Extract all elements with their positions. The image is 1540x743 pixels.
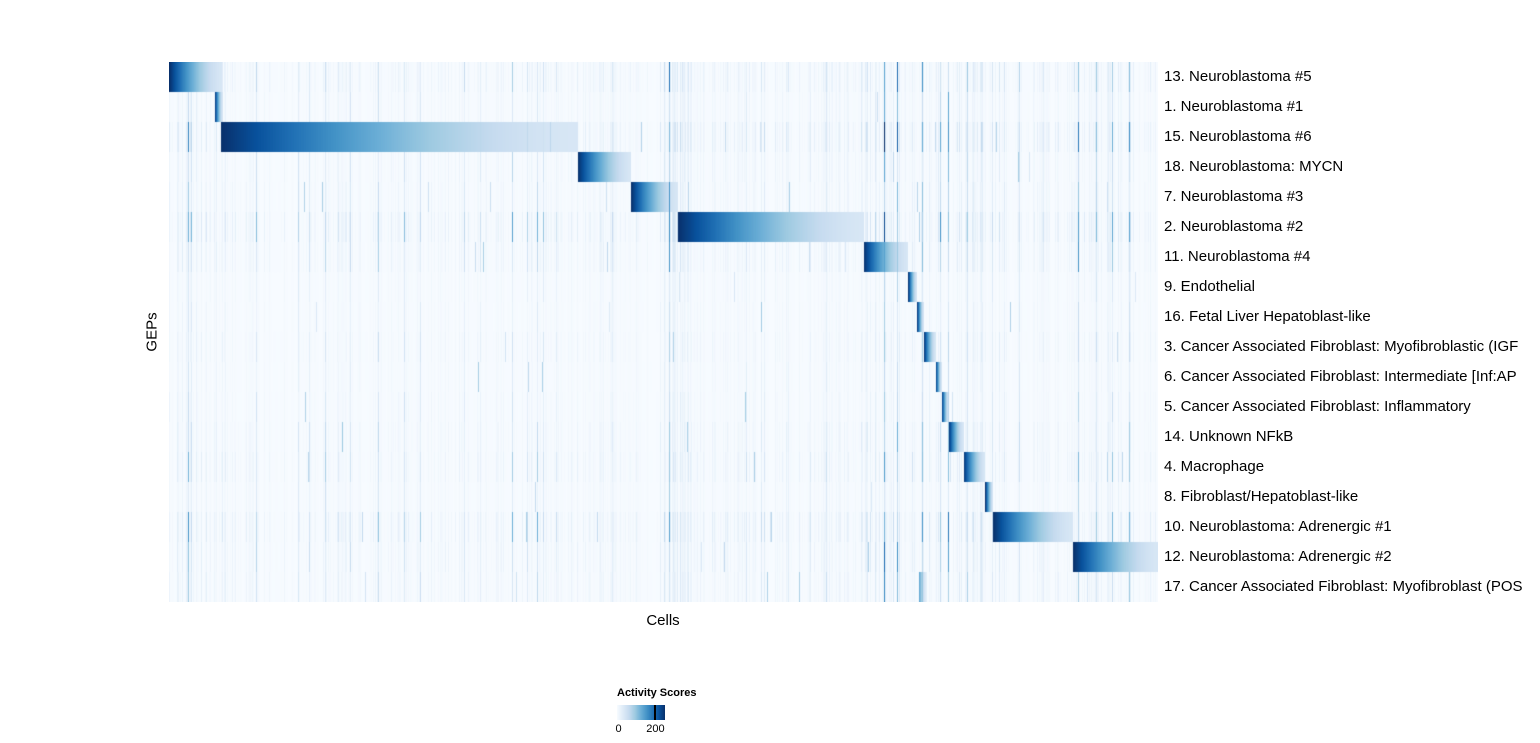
row-label: 11. Neuroblastoma #4	[1164, 248, 1311, 265]
row-label: 6. Cancer Associated Fibroblast: Interme…	[1164, 368, 1517, 385]
heatmap-canvas	[169, 62, 1158, 602]
row-label: 12. Neuroblastoma: Adrenergic #2	[1164, 548, 1392, 565]
y-axis-label: GEPs	[143, 312, 161, 352]
legend-colorbar	[617, 705, 665, 720]
row-label: 10. Neuroblastoma: Adrenergic #1	[1164, 518, 1392, 535]
row-label: 3. Cancer Associated Fibroblast: Myofibr…	[1164, 338, 1519, 355]
row-label: 14. Unknown NFkB	[1164, 428, 1294, 445]
row-labels: 13. Neuroblastoma #5 1. Neuroblastoma #1 1…	[1164, 62, 1540, 602]
row-label: 2. Neuroblastoma #2	[1164, 218, 1304, 235]
x-axis-label: Cells	[646, 612, 680, 629]
row-label: 1. Neuroblastoma #1	[1164, 98, 1304, 115]
legend-min-label: 0	[615, 723, 622, 735]
legend-max-label: 200	[646, 723, 665, 735]
row-label: 7. Neuroblastoma #3	[1164, 188, 1304, 205]
legend-tick-labels: 0 200	[615, 723, 665, 736]
row-label: 17. Cancer Associated Fibroblast: Myofib…	[1164, 578, 1523, 595]
legend-title: Activity Scores	[617, 687, 697, 699]
row-label: 5. Cancer Associated Fibroblast: Inflamm…	[1164, 398, 1471, 415]
row-label: 15. Neuroblastoma #6	[1164, 128, 1312, 145]
row-label: 4. Macrophage	[1164, 458, 1265, 475]
row-label: 8. Fibroblast/Hepatoblast-like	[1164, 488, 1359, 505]
row-label: 18. Neuroblastoma: MYCN	[1164, 158, 1344, 175]
row-label: 13. Neuroblastoma #5	[1164, 68, 1312, 85]
row-label: 9. Endothelial	[1164, 278, 1255, 295]
legend-tick-mark	[654, 705, 657, 720]
row-label: 16. Fetal Liver Hepatoblast-like	[1164, 308, 1371, 325]
legend: Activity Scores 0 200	[615, 687, 757, 736]
